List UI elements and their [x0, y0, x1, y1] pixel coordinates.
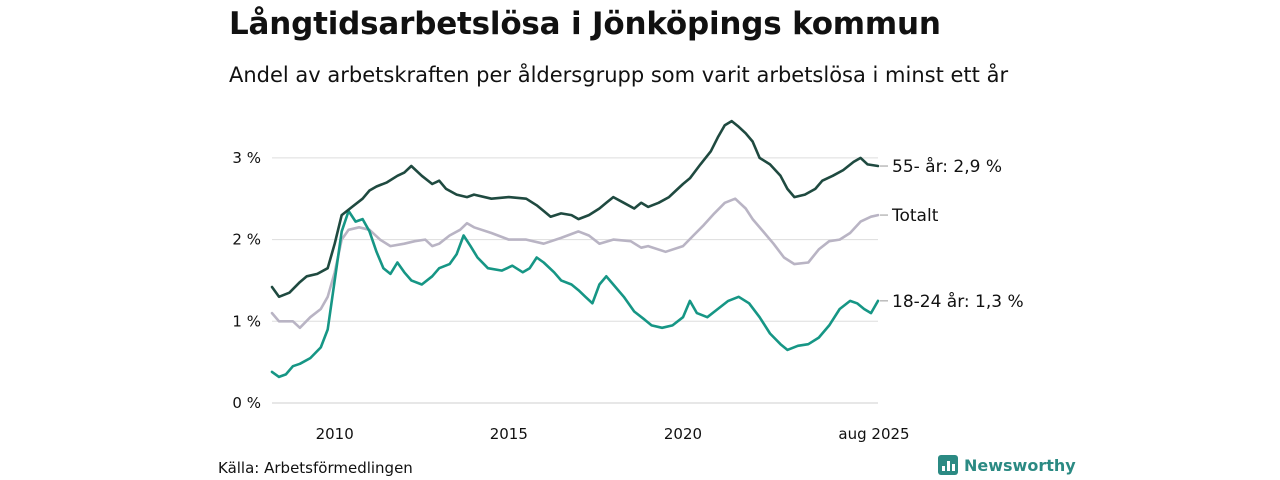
x-axis-ticks: 2010 2015 2020 aug 2025	[316, 425, 910, 443]
grid-lines	[272, 157, 878, 404]
y-axis-ticks: 0 % 1 % 2 % 3 %	[232, 149, 261, 412]
series-end-label-1: Totalt	[891, 206, 939, 226]
y-tick-label: 0 %	[232, 394, 261, 412]
series-end-labels: 55- år: 2,9 % Totalt 18-24 år: 1,3 %	[880, 156, 1024, 312]
series-end-label-0: 55- år: 2,9 %	[892, 156, 1002, 177]
series-line-0	[270, 119, 880, 299]
bar-chart-icon	[938, 455, 958, 475]
y-tick-label: 1 %	[232, 312, 261, 330]
y-tick-label: 2 %	[232, 231, 261, 249]
x-tick-label: 2020	[664, 425, 702, 443]
x-tick-label: aug 2025	[838, 425, 909, 443]
x-tick-label: 2015	[490, 425, 528, 443]
series-line-2	[270, 209, 880, 379]
series-end-label-2: 18-24 år: 1,3 %	[892, 291, 1024, 312]
chart-title: Långtidsarbetslösa i Jönköpings kommun	[229, 6, 941, 42]
chart-subtitle: Andel av arbetskraften per åldersgrupp s…	[229, 63, 1009, 87]
x-tick-label: 2010	[316, 425, 354, 443]
source-note: Källa: Arbetsförmedlingen	[218, 459, 413, 477]
newsworthy-logo: Newsworthy	[938, 455, 1076, 475]
y-tick-label: 3 %	[232, 149, 261, 167]
series-lines	[270, 119, 880, 379]
series-line-1	[270, 197, 880, 330]
brand-name: Newsworthy	[964, 455, 1076, 475]
